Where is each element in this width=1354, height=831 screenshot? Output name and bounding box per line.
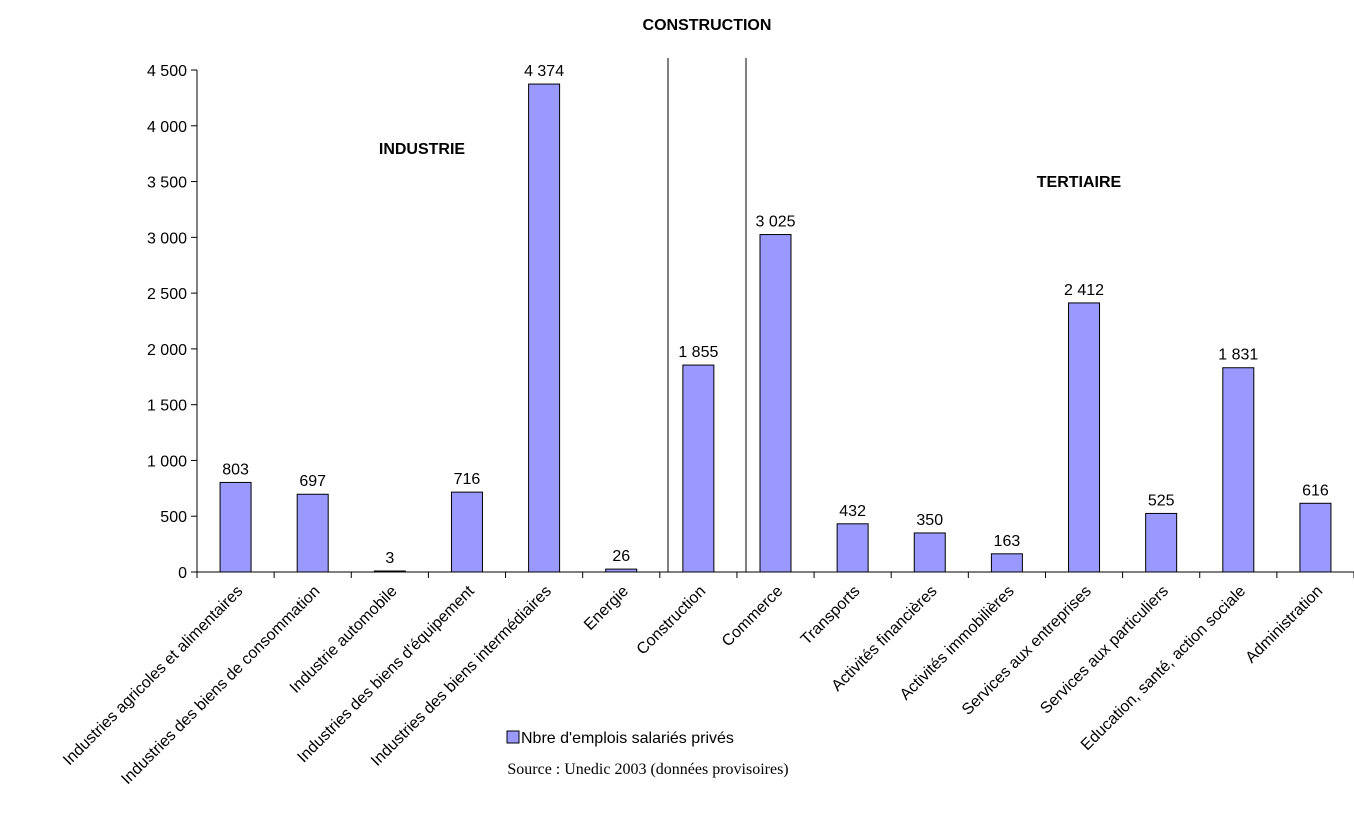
annotation-tertiaire: TERTIAIRE (1037, 174, 1122, 191)
bar (373, 570, 406, 573)
bar-value-label: 716 (454, 471, 481, 488)
y-tick-label: 0 (178, 565, 187, 582)
sector-separator-lines (667, 58, 747, 572)
bar (450, 491, 483, 573)
y-tick-label: 4 000 (147, 119, 187, 136)
bar (759, 234, 792, 573)
bar (296, 493, 329, 573)
y-tick-label: 2 500 (147, 286, 187, 303)
bar-value-label: 616 (1302, 482, 1329, 499)
x-axis (196, 571, 1354, 578)
y-tick-label: 3 000 (147, 230, 187, 247)
bar (1299, 502, 1332, 573)
bar (682, 364, 715, 573)
bar-value-label: 2 412 (1064, 282, 1104, 299)
y-tick-label: 500 (160, 509, 187, 526)
bar-value-label: 432 (839, 503, 866, 520)
x-tick-label: Construction (634, 583, 710, 659)
legend-label: Nbre d'emplois salariés privés (521, 730, 734, 747)
annotation-industrie: INDUSTRIE (379, 141, 466, 158)
bar-value-label: 4 374 (524, 63, 564, 80)
bar-value-label: 26 (612, 548, 630, 565)
bar-value-label: 525 (1148, 492, 1175, 509)
chart-title: CONSTRUCTION (643, 17, 772, 34)
x-tick-label: Transports (798, 583, 864, 649)
bar (528, 83, 561, 573)
bar-value-label: 1 831 (1218, 347, 1258, 364)
x-tick-labels: Industries agricoles et alimentairesIndu… (60, 582, 1326, 787)
x-tick-label: Commerce (719, 583, 786, 650)
bar (605, 568, 638, 573)
y-tick-label: 3 500 (147, 175, 187, 192)
y-tick-label: 2 000 (147, 342, 187, 359)
bar (1222, 367, 1255, 573)
bar-value-label: 697 (299, 473, 326, 490)
x-tick-label: Services aux particuliers (1037, 583, 1172, 718)
y-tick-label: 4 500 (147, 63, 187, 80)
bar-value-label: 803 (222, 461, 249, 478)
bar (836, 523, 869, 573)
bars (219, 83, 1332, 573)
bar (219, 481, 252, 573)
bar-value-label: 350 (916, 512, 943, 529)
legend-swatch (506, 730, 520, 744)
bar-value-label: 3 (385, 550, 394, 567)
y-axis: 0 500 1 000 1 500 2 000 2 500 3 000 3 500 4 000 4… (147, 63, 198, 582)
y-tick-label: 1 000 (147, 453, 187, 470)
y-tick-label: 1 500 (147, 398, 187, 415)
x-tick-label: Education, santé, action sociale (1078, 583, 1249, 754)
source-note: Source : Unedic 2003 (données provisoire… (507, 761, 788, 778)
legend: Nbre d'emplois salariés privés (506, 730, 734, 747)
bar (1068, 302, 1101, 573)
bar-value-labels: 803 697 3 716 4 374 26 1 855 3 025 432 350 163 2 41… (222, 63, 1329, 567)
bar-value-label: 3 025 (755, 214, 795, 231)
bar (990, 553, 1023, 573)
x-tick-label: Administration (1243, 583, 1327, 667)
bar (1145, 512, 1178, 573)
bar-value-label: 1 855 (678, 344, 718, 361)
bar-value-label: 163 (994, 533, 1021, 550)
x-tick-label: Services aux entreprises (959, 583, 1095, 719)
x-tick-label: Energie (581, 583, 632, 634)
bar (913, 532, 946, 573)
